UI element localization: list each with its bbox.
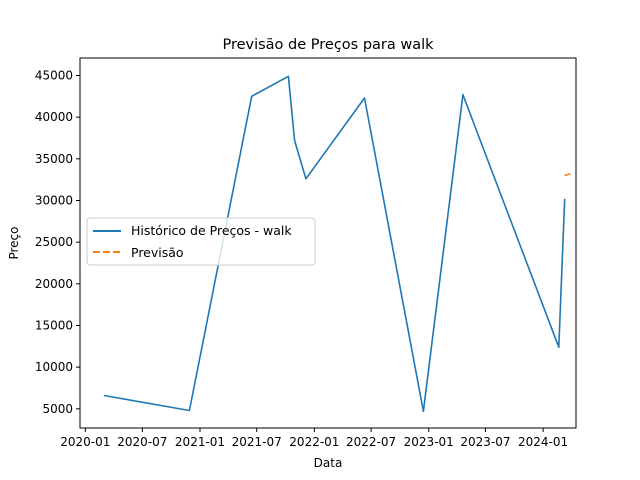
x-tick-label: 2020-07: [117, 435, 167, 449]
x-axis: 2020-01 2020-07 2021-01 2021-07 2022-01 2022-…: [60, 428, 568, 449]
plot-frame: [79, 57, 577, 429]
y-tick-label: 45000: [35, 69, 73, 83]
y-tick-label: 35000: [35, 152, 73, 166]
y-tick-label: 20000: [35, 277, 73, 291]
series-line-0: [103, 75, 566, 413]
x-tick-label: 2022-01: [289, 435, 339, 449]
x-tick-label: 2024-01: [518, 435, 568, 449]
x-axis-label: Data: [314, 456, 343, 470]
x-tick-label: 2021-07: [232, 435, 282, 449]
x-tick-label: 2023-07: [460, 435, 510, 449]
chart-title: Previsão de Preços para walk: [222, 37, 434, 53]
y-tick-label: 15000: [35, 319, 73, 333]
plot-area: [103, 75, 574, 413]
y-tick-label: 25000: [35, 235, 73, 249]
x-tick-label: 2023-01: [404, 435, 454, 449]
y-tick-label: 10000: [35, 360, 73, 374]
series-line-1: [564, 172, 574, 177]
y-axis-label: Preço: [7, 226, 21, 259]
legend-label-historico: Histórico de Preços - walk: [131, 223, 292, 238]
x-tick-label: 2022-07: [346, 435, 396, 449]
legend-label-previsao: Previsão: [131, 245, 184, 260]
x-tick-label: 2021-01: [175, 435, 225, 449]
y-tick-label: 5000: [42, 402, 73, 416]
y-tick-label: 40000: [35, 110, 73, 124]
legend: Histórico de Preços - walk Previsão: [86, 217, 316, 266]
y-axis: 5000 10000 15000 20000 25000 30000 35000 40000 4…: [35, 69, 80, 416]
x-tick-label: 2020-01: [60, 435, 110, 449]
y-tick-label: 30000: [35, 194, 73, 208]
legend-box: [86, 217, 316, 266]
